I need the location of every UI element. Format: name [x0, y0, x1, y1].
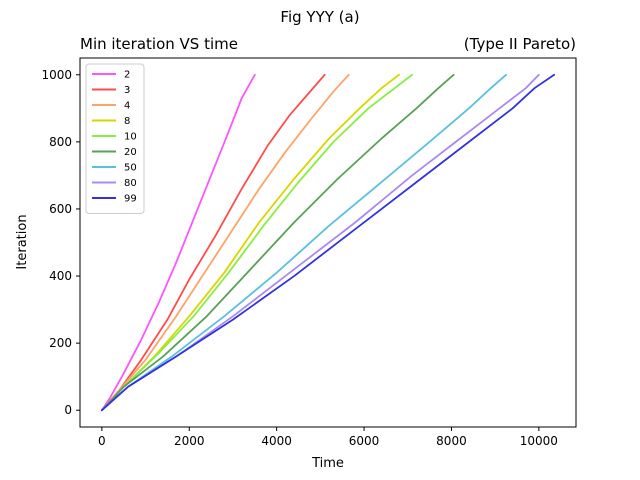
x-tick-label-3: 6000: [349, 434, 380, 448]
chart-suptitle: Fig YYY (a): [280, 8, 359, 26]
y-tick-label-1: 200: [49, 336, 72, 350]
y-tick-label-4: 800: [49, 135, 72, 149]
x-tick-label-0: 0: [98, 434, 106, 448]
x-tick-label-1: 2000: [174, 434, 205, 448]
series-layer: [100, 73, 556, 412]
series-line-99: [100, 73, 556, 412]
legend-label-10: 10: [124, 132, 137, 143]
legend-label-4: 4: [124, 101, 130, 112]
legend-label-20: 20: [124, 147, 137, 158]
x-tick-label-2: 4000: [261, 434, 292, 448]
x-axis-ticks: 0 2000 4000 6000 8000 10000: [98, 427, 558, 448]
chart-title-right: (Type II Pareto): [464, 35, 576, 53]
legend-label-8: 8: [124, 116, 130, 127]
y-tick-label-5: 1000: [41, 68, 72, 82]
legend-box: [85, 63, 145, 214]
y-tick-label-2: 400: [49, 269, 72, 283]
series-line-50: [100, 73, 507, 412]
series-line-20: [100, 73, 455, 412]
legend-label-50: 50: [124, 163, 137, 174]
series-line-4: [100, 73, 350, 412]
legend-label-3: 3: [124, 85, 130, 96]
series-line-10: [100, 73, 414, 412]
y-tick-label-0: 0: [64, 403, 72, 417]
legend-label-99: 99: [124, 194, 137, 205]
x-tick-label-4: 8000: [436, 434, 467, 448]
y-axis-label: Iteration: [15, 214, 30, 269]
y-axis-ticks: 0 200 400 600 800 1000: [41, 68, 80, 417]
legend: 2 3 4 8 10 20 50 80 99: [85, 63, 145, 214]
series-line-2: [100, 73, 256, 412]
x-tick-label-5: 10000: [520, 434, 558, 448]
x-axis-label: Time: [311, 456, 344, 471]
legend-label-80: 80: [124, 178, 137, 189]
chart-title-left: Min iteration VS time: [80, 35, 238, 53]
series-line-3: [100, 73, 326, 412]
legend-label-2: 2: [124, 70, 130, 81]
y-tick-label-3: 600: [49, 202, 72, 216]
